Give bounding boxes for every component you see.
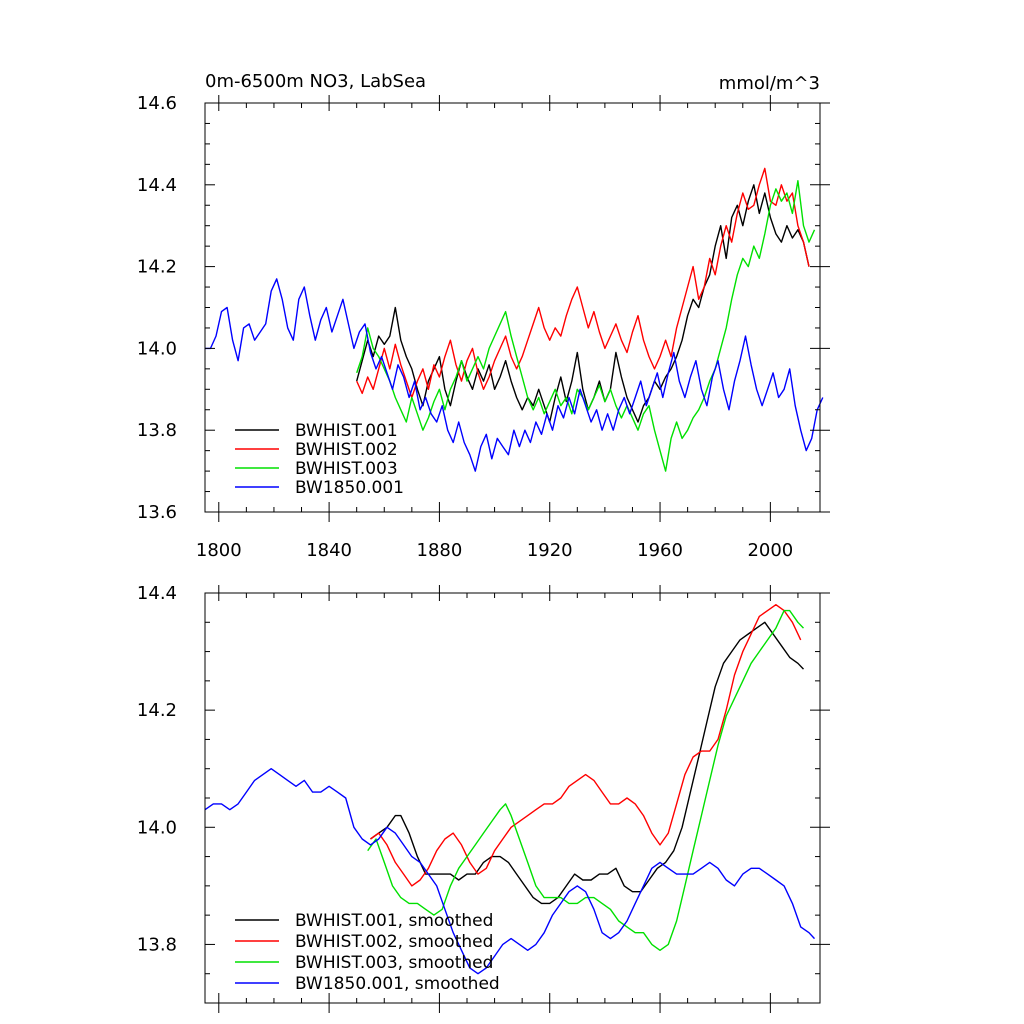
y-tick-label: 13.8 xyxy=(137,934,177,955)
series-line-3 xyxy=(367,609,805,951)
x-tick-label: 1920 xyxy=(527,540,573,561)
y-tick-label: 14.4 xyxy=(137,175,177,196)
legend-entry: BWHIST.001, smoothed xyxy=(295,911,493,931)
legend-entry: BWHIST.003, smoothed xyxy=(295,953,493,973)
y-tick-label: 14.0 xyxy=(137,338,177,359)
legend-entry: BWHIST.003 xyxy=(295,459,398,479)
series-line-4 xyxy=(205,278,824,472)
y-tick-label: 14.4 xyxy=(137,583,177,604)
series-line-4 xyxy=(204,768,816,975)
series-line-3 xyxy=(356,180,816,472)
y-tick-label: 14.0 xyxy=(137,817,177,838)
series-line-1 xyxy=(370,621,805,905)
legend-entry: BWHIST.002 xyxy=(295,440,398,460)
x-tick-label: 1800 xyxy=(196,540,242,561)
legend-entry: BW1850.001, smoothed xyxy=(295,974,500,994)
x-tick-label: 2000 xyxy=(747,540,793,561)
x-tick-label: 1840 xyxy=(306,540,352,561)
series-line-2 xyxy=(356,167,810,399)
series-line-2 xyxy=(370,604,802,887)
top-panel: 1800 1840 1880 1920 1960 2000 13.6 13.8 14.0 14.2… xyxy=(137,71,830,561)
y-tick-label: 13.8 xyxy=(137,420,177,441)
y-tick-label: 13.6 xyxy=(137,502,177,523)
units-label: mmol/m^3 xyxy=(719,73,820,94)
x-tick-label: 1880 xyxy=(417,540,463,561)
y-tick-label: 14.2 xyxy=(137,257,177,278)
x-tick-label: 1960 xyxy=(637,540,683,561)
series-line-1 xyxy=(356,184,810,423)
legend-entry: BWHIST.001 xyxy=(295,421,398,441)
y-tick-label: 14.6 xyxy=(137,93,177,114)
y-tick-label: 14.2 xyxy=(137,700,177,721)
chart-title: 0m-6500m NO3, LabSea xyxy=(205,71,426,92)
legend-entry: BWHIST.002, smoothed xyxy=(295,932,493,952)
legend-entry: BW1850.001 xyxy=(295,478,404,498)
